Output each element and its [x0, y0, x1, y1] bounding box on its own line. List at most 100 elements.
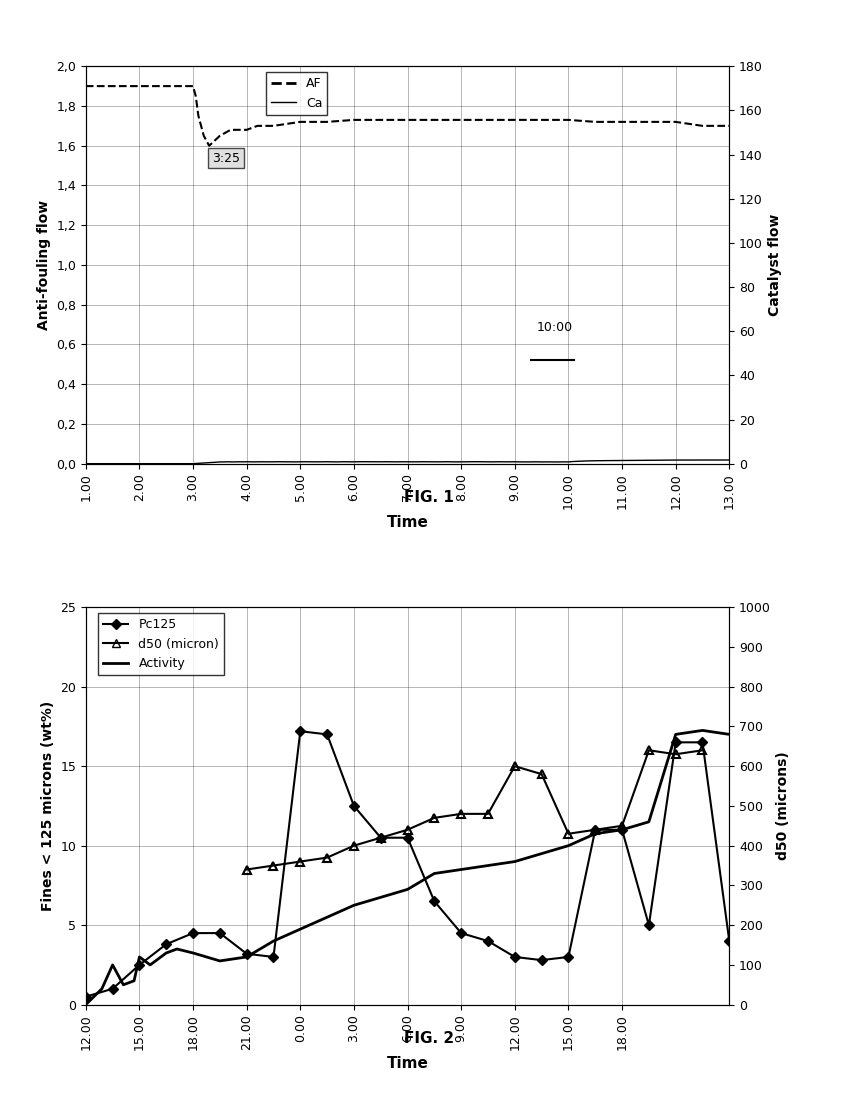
- Activity: [242, 951, 252, 964]
- Activity: [483, 859, 493, 872]
- Activity: [698, 724, 708, 737]
- Activity: [671, 728, 681, 741]
- Activity: [188, 946, 198, 959]
- AF: [590, 115, 601, 128]
- Ca: [462, 455, 472, 468]
- Activity: [129, 974, 139, 987]
- AF: [226, 124, 236, 137]
- Pc125: [214, 926, 225, 940]
- Activity: [724, 728, 734, 741]
- Activity: [376, 891, 386, 904]
- Activity: [145, 958, 155, 972]
- Pc125: [671, 735, 681, 749]
- Activity: [97, 983, 107, 996]
- AF: [376, 114, 386, 127]
- AF: [724, 119, 734, 132]
- d50 (micron): [295, 854, 305, 868]
- d50 (micron): [376, 831, 386, 845]
- AF: [188, 79, 198, 93]
- AF: [269, 119, 279, 132]
- Pc125: [617, 824, 627, 837]
- AF: [214, 129, 225, 142]
- Activity: [563, 839, 573, 852]
- d50 (micron): [671, 747, 681, 761]
- AF: [644, 115, 654, 128]
- AF: [322, 115, 332, 128]
- Pc125: [536, 954, 547, 967]
- AF: [242, 124, 252, 137]
- Activity: [161, 946, 172, 959]
- AF: [204, 139, 214, 152]
- d50 (micron): [510, 760, 520, 773]
- d50 (micron): [590, 824, 601, 837]
- Activity: [429, 867, 439, 880]
- d50 (micron): [429, 811, 439, 825]
- Ca: [81, 457, 91, 470]
- Pc125: [322, 728, 332, 741]
- AF: [348, 114, 360, 127]
- AF: [81, 79, 91, 93]
- Text: FIG. 1: FIG. 1: [404, 490, 454, 506]
- Pc125: [429, 894, 439, 907]
- AF: [231, 124, 241, 137]
- Pc125: [590, 824, 601, 837]
- Ca: [300, 455, 311, 468]
- AF: [698, 119, 708, 132]
- Pc125: [724, 934, 734, 947]
- AF: [617, 115, 627, 128]
- d50 (micron): [456, 807, 467, 820]
- Text: FIG. 2: FIG. 2: [404, 1031, 454, 1047]
- Pc125: [134, 958, 144, 972]
- Pc125: [348, 799, 360, 813]
- d50 (micron): [698, 744, 708, 757]
- Pc125: [644, 919, 654, 932]
- Activity: [81, 998, 91, 1011]
- Y-axis label: Fines < 125 microns (wt%): Fines < 125 microns (wt%): [40, 701, 55, 911]
- Pc125: [188, 926, 198, 940]
- AF: [295, 115, 305, 128]
- d50 (micron): [617, 819, 627, 832]
- Ca: [563, 455, 573, 468]
- Pc125: [698, 735, 708, 749]
- d50 (micron): [242, 863, 252, 877]
- AF: [190, 89, 201, 103]
- Activity: [536, 847, 547, 860]
- AF: [252, 119, 263, 132]
- Activity: [322, 911, 332, 924]
- d50 (micron): [402, 824, 413, 837]
- d50 (micron): [322, 851, 332, 864]
- AF: [456, 114, 467, 127]
- Pc125: [269, 951, 279, 964]
- Pc125: [81, 990, 91, 1004]
- X-axis label: Time: Time: [387, 1055, 428, 1071]
- d50 (micron): [536, 767, 547, 781]
- Activity: [510, 854, 520, 868]
- Pc125: [456, 926, 467, 940]
- Y-axis label: Catalyst flow: Catalyst flow: [769, 214, 782, 316]
- Activity: [644, 815, 654, 828]
- Legend: AF, Ca: AF, Ca: [266, 73, 327, 115]
- Ca: [424, 455, 434, 468]
- AF: [199, 129, 209, 142]
- d50 (micron): [644, 744, 654, 757]
- Y-axis label: Anti-fouling flow: Anti-fouling flow: [37, 200, 51, 330]
- Pc125: [563, 951, 573, 964]
- AF: [402, 114, 413, 127]
- Pc125: [107, 983, 118, 996]
- Legend: Pc125, d50 (micron), Activity: Pc125, d50 (micron), Activity: [99, 614, 224, 675]
- Line: Pc125: Pc125: [82, 728, 733, 1000]
- Activity: [348, 899, 360, 912]
- Activity: [118, 978, 129, 991]
- Pc125: [510, 951, 520, 964]
- Activity: [456, 863, 467, 877]
- d50 (micron): [348, 839, 360, 852]
- Line: d50 (micron): d50 (micron): [243, 746, 707, 873]
- Activity: [269, 934, 279, 947]
- Text: 10:00: 10:00: [536, 320, 572, 333]
- Activity: [295, 923, 305, 936]
- Line: Activity: Activity: [86, 731, 729, 1005]
- d50 (micron): [483, 807, 493, 820]
- AF: [193, 109, 203, 123]
- AF: [429, 114, 439, 127]
- Text: 3:25: 3:25: [212, 151, 240, 164]
